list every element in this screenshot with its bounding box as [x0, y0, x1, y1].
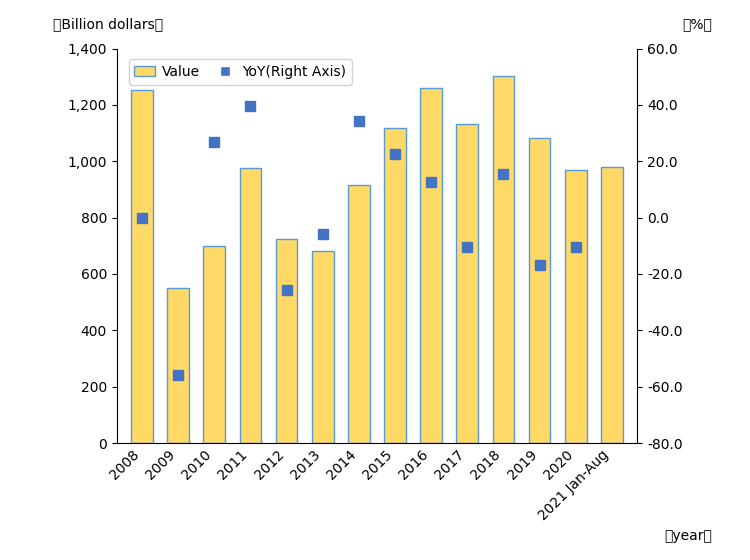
Bar	[203, 246, 225, 443]
Bar	[565, 170, 586, 443]
Bar	[276, 239, 298, 443]
Bar	[167, 288, 189, 443]
Bar	[312, 251, 334, 443]
Bar	[384, 128, 406, 443]
Bar	[420, 88, 442, 443]
Text: （year）: （year）	[664, 529, 712, 543]
Bar	[457, 124, 478, 443]
Text: （Billion dollars）: （Billion dollars）	[53, 17, 163, 31]
Text: （%）: （%）	[682, 17, 712, 31]
Bar	[601, 167, 622, 443]
Bar	[493, 76, 514, 443]
Bar	[348, 185, 370, 443]
Bar	[131, 91, 153, 443]
Bar	[529, 138, 550, 443]
Bar	[239, 168, 261, 443]
Legend: Value, YoY(Right Axis): Value, YoY(Right Axis)	[129, 59, 352, 85]
